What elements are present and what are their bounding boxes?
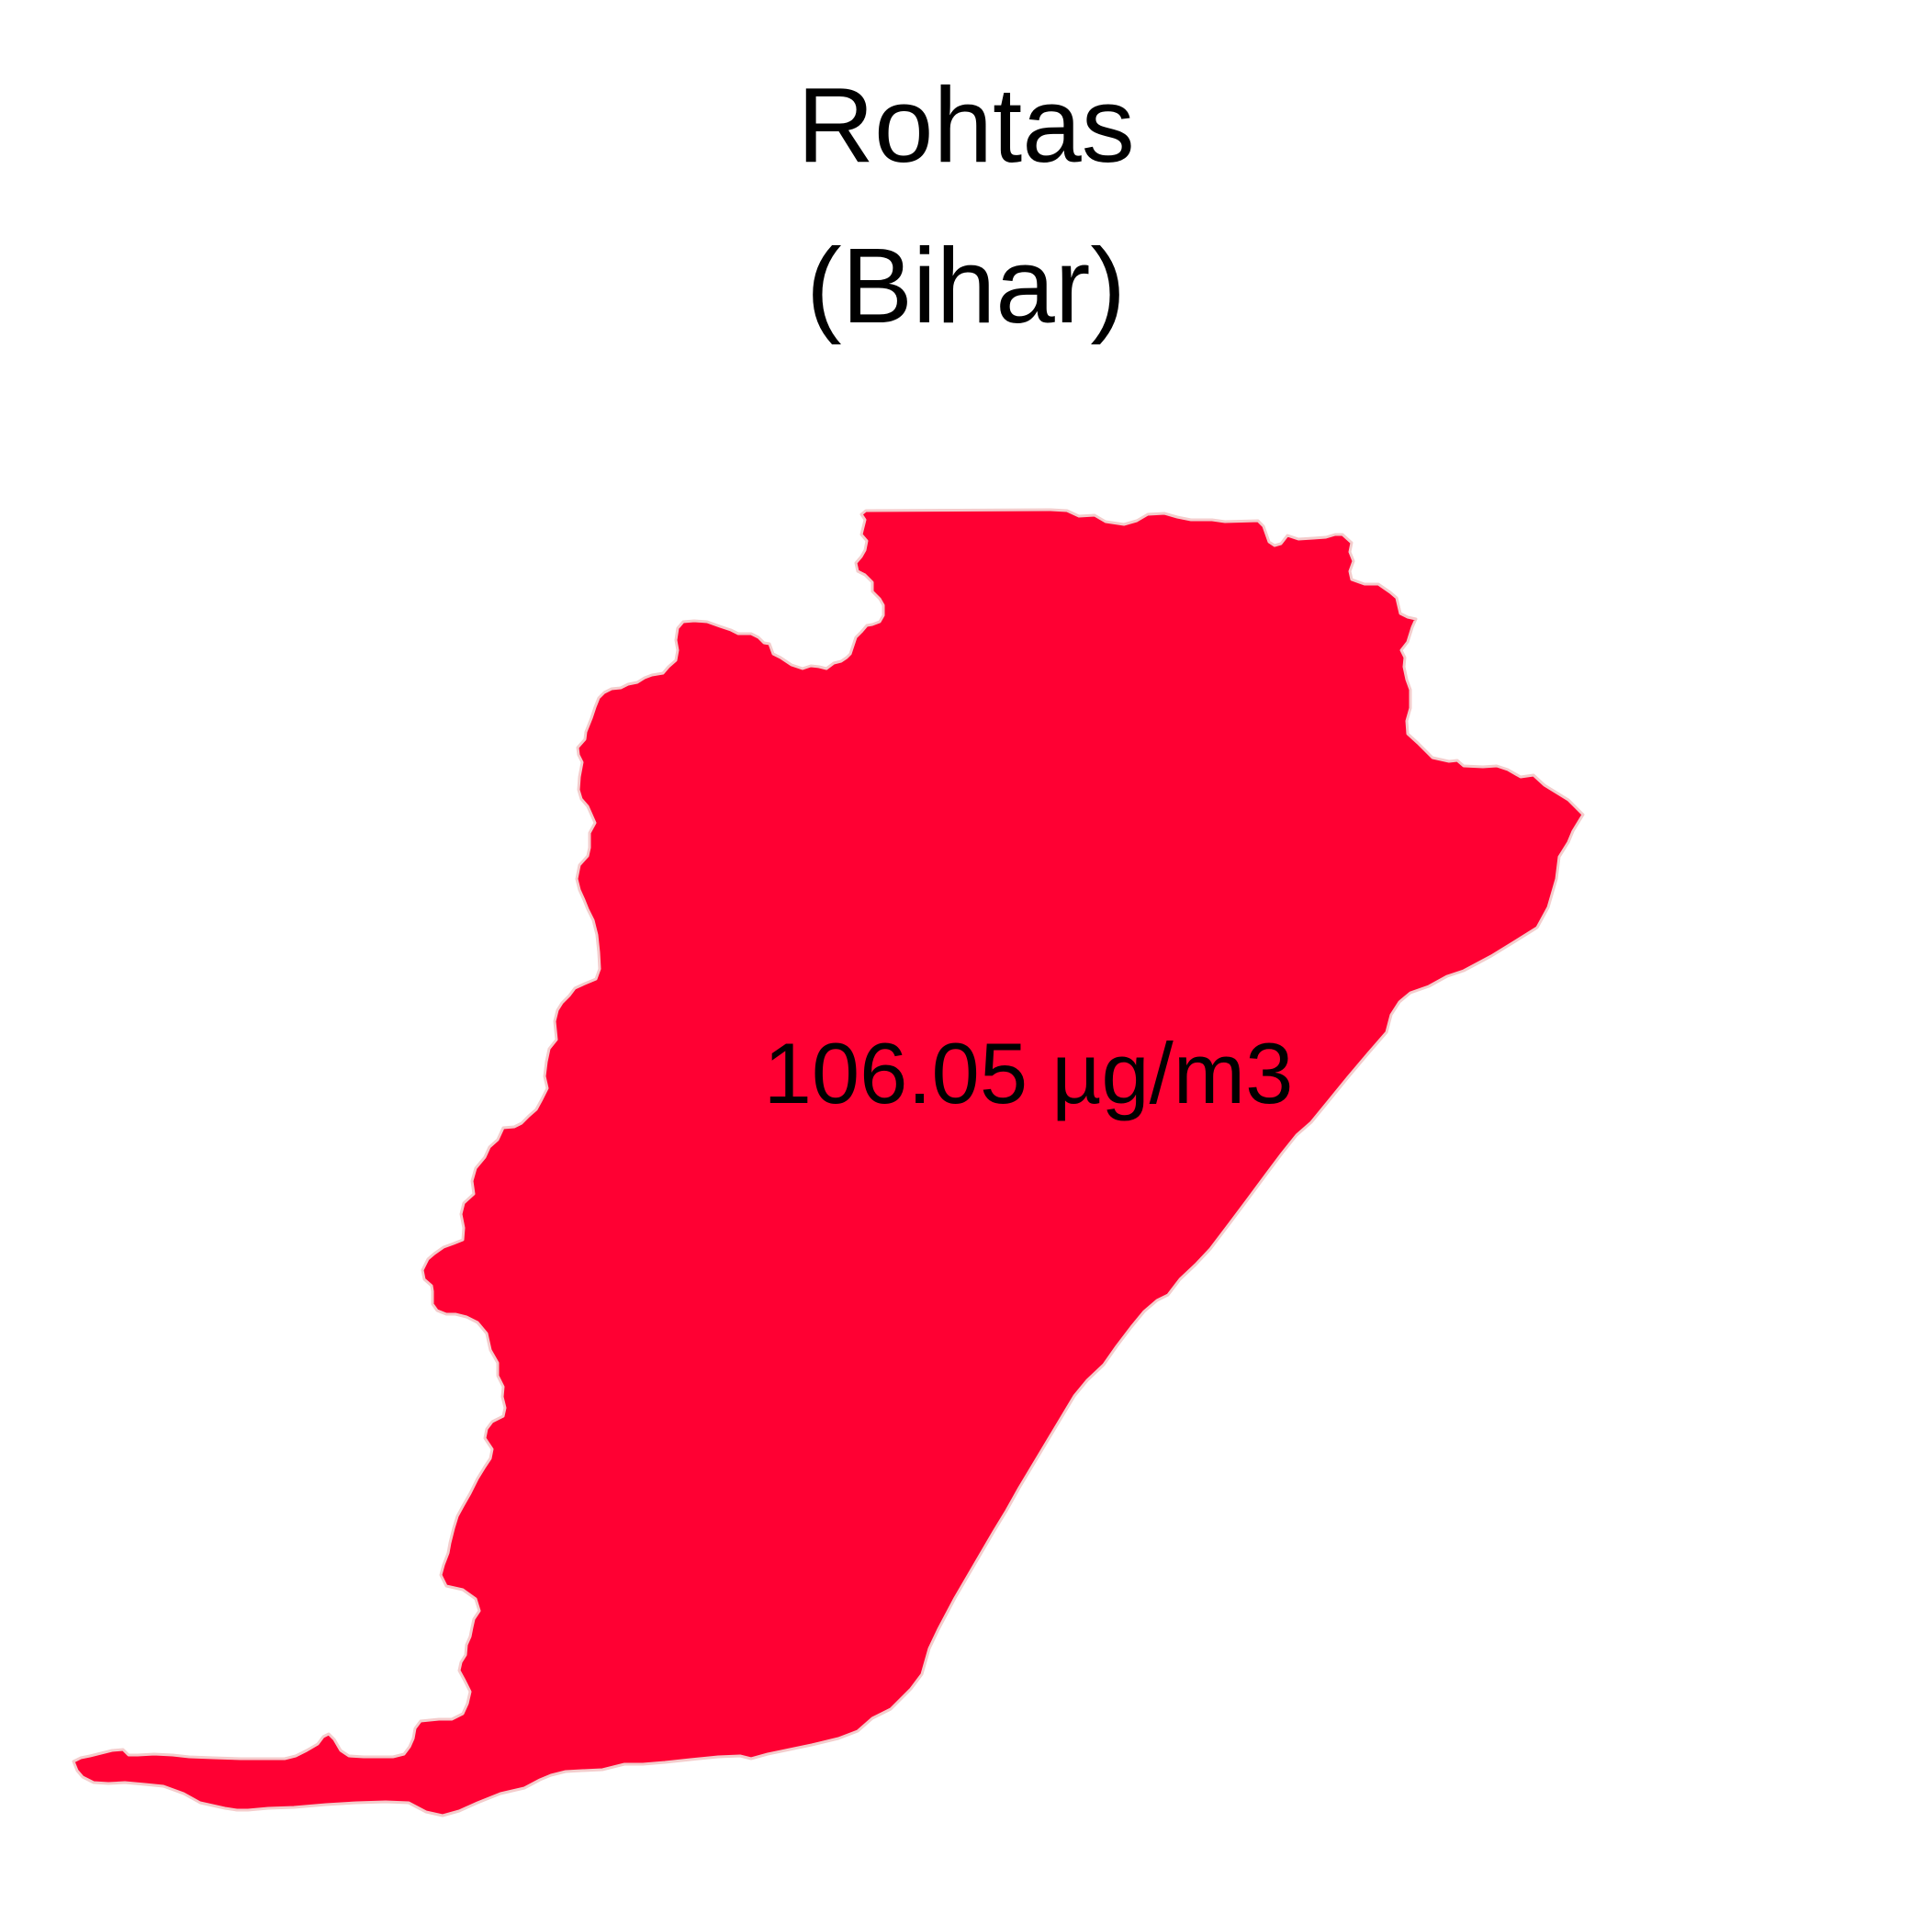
district-region-shape <box>72 508 1585 1817</box>
map-title: Rohtas <box>797 65 1135 185</box>
map-subtitle: (Bihar) <box>805 226 1127 345</box>
district-value-label: 106.05 µg/m3 <box>763 1025 1294 1121</box>
